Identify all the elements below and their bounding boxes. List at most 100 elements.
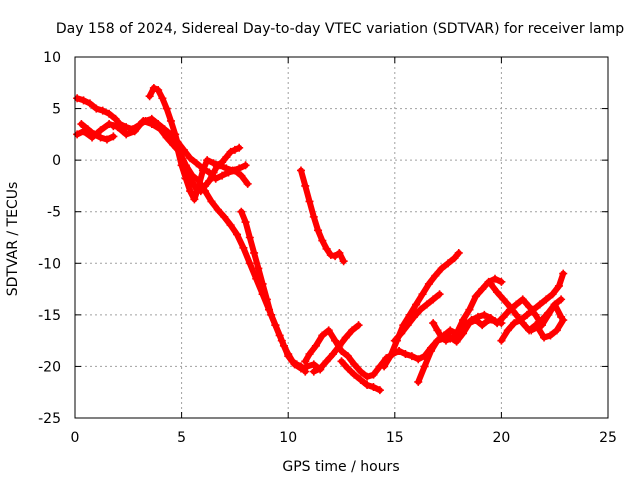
data-point (473, 312, 482, 321)
data-point (109, 122, 118, 131)
data-point (427, 346, 436, 355)
y-axis-label: SDTVAR / TECUs (5, 182, 21, 297)
data-point (559, 316, 568, 325)
data-point (540, 333, 549, 342)
data-point (471, 292, 480, 301)
data-point (318, 236, 327, 245)
data-point (522, 310, 531, 319)
data-point (450, 331, 459, 340)
data-point (554, 281, 563, 290)
chart-title: Day 158 of 2024, Sidereal Day-to-day VTE… (56, 21, 624, 37)
data-point (356, 367, 365, 376)
data-point (369, 383, 378, 392)
data-point (431, 271, 440, 280)
data-point (437, 333, 446, 342)
data-point (309, 212, 318, 221)
data-point (550, 300, 559, 309)
data-point (267, 310, 276, 319)
data-point (343, 352, 352, 361)
data-point (83, 125, 92, 134)
data-point (512, 300, 521, 309)
data-point (145, 92, 154, 101)
data-point (262, 295, 271, 304)
data-point (401, 350, 410, 359)
data-point (239, 243, 248, 252)
data-point (343, 364, 352, 373)
data-point (154, 86, 163, 95)
data-point (324, 326, 333, 335)
y-tick-label: -15 (38, 308, 61, 324)
data-point (429, 319, 438, 328)
data-point (386, 352, 395, 361)
data-point (510, 319, 519, 328)
data-point (318, 331, 327, 340)
data-point (444, 259, 453, 268)
data-point (85, 99, 94, 108)
data-point (533, 323, 542, 332)
data-point (90, 130, 99, 139)
data-point (341, 333, 350, 342)
data-point (222, 164, 231, 173)
data-point (122, 130, 131, 139)
data-point (220, 212, 229, 221)
data-point (465, 305, 474, 314)
data-point (493, 288, 502, 297)
data-point (192, 159, 201, 168)
data-point (245, 259, 254, 268)
data-point (254, 264, 263, 273)
data-point (414, 377, 423, 386)
data-point (461, 321, 470, 330)
data-point (162, 104, 171, 113)
data-point (284, 350, 293, 359)
series-track-07 (237, 207, 310, 376)
axes: 0 5 10 15 20 25 -25 -20 -15 -10 -5 0 5 10 (38, 50, 617, 446)
data-point (499, 295, 508, 304)
data-point (557, 295, 566, 304)
data-point (111, 114, 120, 123)
data-point (237, 171, 246, 180)
data-point (356, 375, 365, 384)
data-point (222, 153, 231, 162)
data-point (105, 109, 114, 118)
x-axis-label: GPS time / hours (282, 459, 399, 475)
data-point (493, 319, 502, 328)
data-point (467, 316, 476, 325)
data-point (350, 370, 359, 379)
data-point (350, 360, 359, 369)
data-point (292, 360, 301, 369)
data-point (380, 362, 389, 371)
series-trace (298, 167, 347, 265)
data-point (301, 367, 310, 376)
data-point (258, 279, 267, 288)
x-tick-label: 25 (599, 430, 617, 446)
data-point (433, 326, 442, 335)
data-point (454, 248, 463, 257)
data-point (416, 305, 425, 314)
data-point (147, 114, 156, 123)
data-point (122, 123, 131, 132)
x-tick-label: 20 (492, 430, 510, 446)
data-point (213, 205, 222, 214)
data-point (235, 143, 244, 152)
data-point (73, 130, 82, 139)
data-point (288, 357, 297, 366)
data-point (424, 279, 433, 288)
x-tick-label: 5 (177, 430, 186, 446)
data-point (328, 350, 337, 359)
data-point (354, 321, 363, 330)
series-track-13 (390, 290, 444, 345)
data-point (198, 166, 207, 175)
data-point (301, 357, 310, 366)
data-point (102, 135, 111, 144)
data-point (546, 331, 555, 340)
data-point (73, 94, 82, 103)
data-point (480, 310, 489, 319)
data-point (109, 132, 118, 141)
data-point (409, 312, 418, 321)
data-point (115, 120, 124, 129)
data-point (390, 336, 399, 345)
series-track-19 (527, 316, 568, 342)
data-point (505, 302, 514, 311)
data-point (335, 248, 344, 257)
data-point (418, 290, 427, 299)
